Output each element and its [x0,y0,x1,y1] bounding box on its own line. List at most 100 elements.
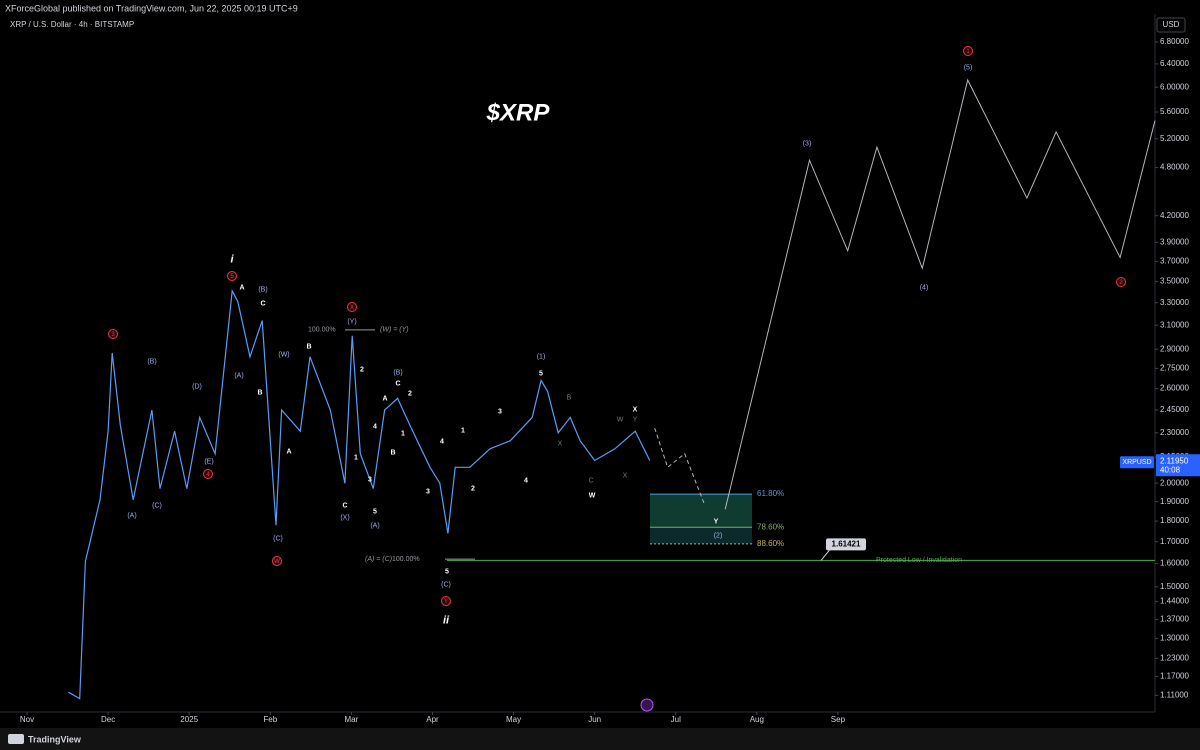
wave-label: A [286,448,291,455]
y-tick-label: 1.50000 [1160,582,1189,591]
x-tick-label: 2025 [180,715,198,724]
x-tick-label: Feb [263,715,277,724]
currency-box [1156,17,1186,33]
wave-label: (B) [258,286,267,293]
y-tick-label: 6.40000 [1160,59,1189,68]
y-tick-label: 1.90000 [1160,497,1189,506]
wave-label: ii [443,614,450,626]
y-tick-label: 1.11000 [1160,690,1189,699]
wave-label: 1 [354,454,358,461]
event-icon [640,698,654,712]
x-tick-label: Jun [588,715,601,724]
fib-label: 78.60% [757,522,784,531]
callout-label: 1.61421 [832,540,861,549]
y-tick-label: 3.10000 [1160,320,1189,329]
wave-label: (1) [537,353,546,360]
wave-label: W [617,416,624,423]
price-tag-countdown: 40:08 [1160,465,1181,474]
wave-label: X [633,406,638,413]
projection-line [724,78,1156,510]
symbol-tag-label: XRPUSD [1122,459,1151,466]
wave-circle [227,271,237,281]
y-tick-label: 3.90000 [1160,238,1189,247]
wave-label: W [274,559,280,565]
wave-label: (B) [393,369,402,376]
fib-label: 61.80% [757,489,784,498]
price-line [68,288,651,700]
wave-label: B [390,449,395,456]
y-tick-label: 1.70000 [1160,537,1189,546]
wave-label: 3 [368,476,372,483]
wave-label: 3 [111,332,115,338]
wave-label: (B) [147,358,156,365]
y-tick-label: 3.30000 [1160,298,1189,307]
x-tick-label: Aug [750,715,764,724]
wave-label: B [306,343,311,350]
wave-label: B [257,389,262,396]
wave-label: C [260,300,265,307]
wave-label: Y [714,518,719,525]
y-tick-label: 2.90000 [1160,344,1189,353]
y-tick-label: 6.80000 [1160,37,1189,46]
wave-label: Y [444,599,448,605]
wave-label: 4 [373,423,377,430]
x-tick-label: Jul [671,715,681,724]
wave-label: C [395,380,400,387]
wave-label: 3 [498,408,502,415]
wave-label: 4 [206,472,210,478]
y-tick-label: 5.20000 [1160,134,1189,143]
wave-circle [1116,277,1126,287]
y-tick-label: 2.00000 [1160,478,1189,487]
wave-label: 5 [539,370,543,377]
wave-circle [203,469,213,479]
wave-label: 4 [524,477,528,484]
y-tick-label: 2.45000 [1160,405,1189,414]
wave-label: (C) [152,502,162,509]
x-tick-label: Apr [426,715,439,724]
wave-circle [347,302,357,312]
y-tick-label: 2.30000 [1160,428,1189,437]
wave-label: X [623,472,628,479]
wave-circle [441,596,451,606]
y-tick-label: 1.17000 [1160,672,1189,681]
x-tick-label: Dec [101,715,115,724]
wave-label: (3) [803,140,812,147]
wave-label: (X) [340,514,349,521]
y-tick-label: 1.30000 [1160,634,1189,643]
wave-label: 4 [440,438,444,445]
wave-label: i [230,253,234,265]
wave-label: (E) [204,458,213,465]
wave-label: 1 [461,427,465,434]
wave-label: B [567,394,572,401]
measure-percent: 100.00% [308,327,336,334]
publisher: XForceGlobal published on TradingView.co… [5,3,298,13]
footer-bar [0,728,1200,750]
wave-label: 1 [401,430,405,437]
footer-logo [8,734,24,744]
wave-label: C [588,477,593,484]
symbol: XRP / U.S. Dollar · 4h · BITSTAMP [10,20,134,29]
projection-line [654,427,706,506]
x-tick-label: Nov [20,715,34,724]
wave-label: (D) [192,383,202,390]
y-tick-label: 4.80000 [1160,163,1189,172]
wave-label: 2 [360,366,364,373]
wave-label: Y [633,416,638,423]
fib-zone-upper [650,494,752,528]
footer-brand: TradingView [28,734,82,744]
wave-label: A [239,284,244,291]
protected-low-text: Protected Low / Invalidation [876,557,962,564]
y-tick-label: 1.37000 [1160,615,1189,624]
wave-label: 5 [373,508,377,515]
wave-label: A [382,395,387,402]
wave-label: 3 [426,488,430,495]
fib-label: 88.60% [757,539,784,548]
y-tick-label: 2.75000 [1160,363,1189,372]
price-tag [1156,454,1200,477]
wave-label: (W) [278,351,289,358]
y-tick-label: 3.50000 [1160,277,1189,286]
wave-label: C [342,502,347,509]
wave-label: 2 [471,485,475,492]
wave-label: 2 [1119,280,1123,286]
y-tick-label: 1.60000 [1160,559,1189,568]
